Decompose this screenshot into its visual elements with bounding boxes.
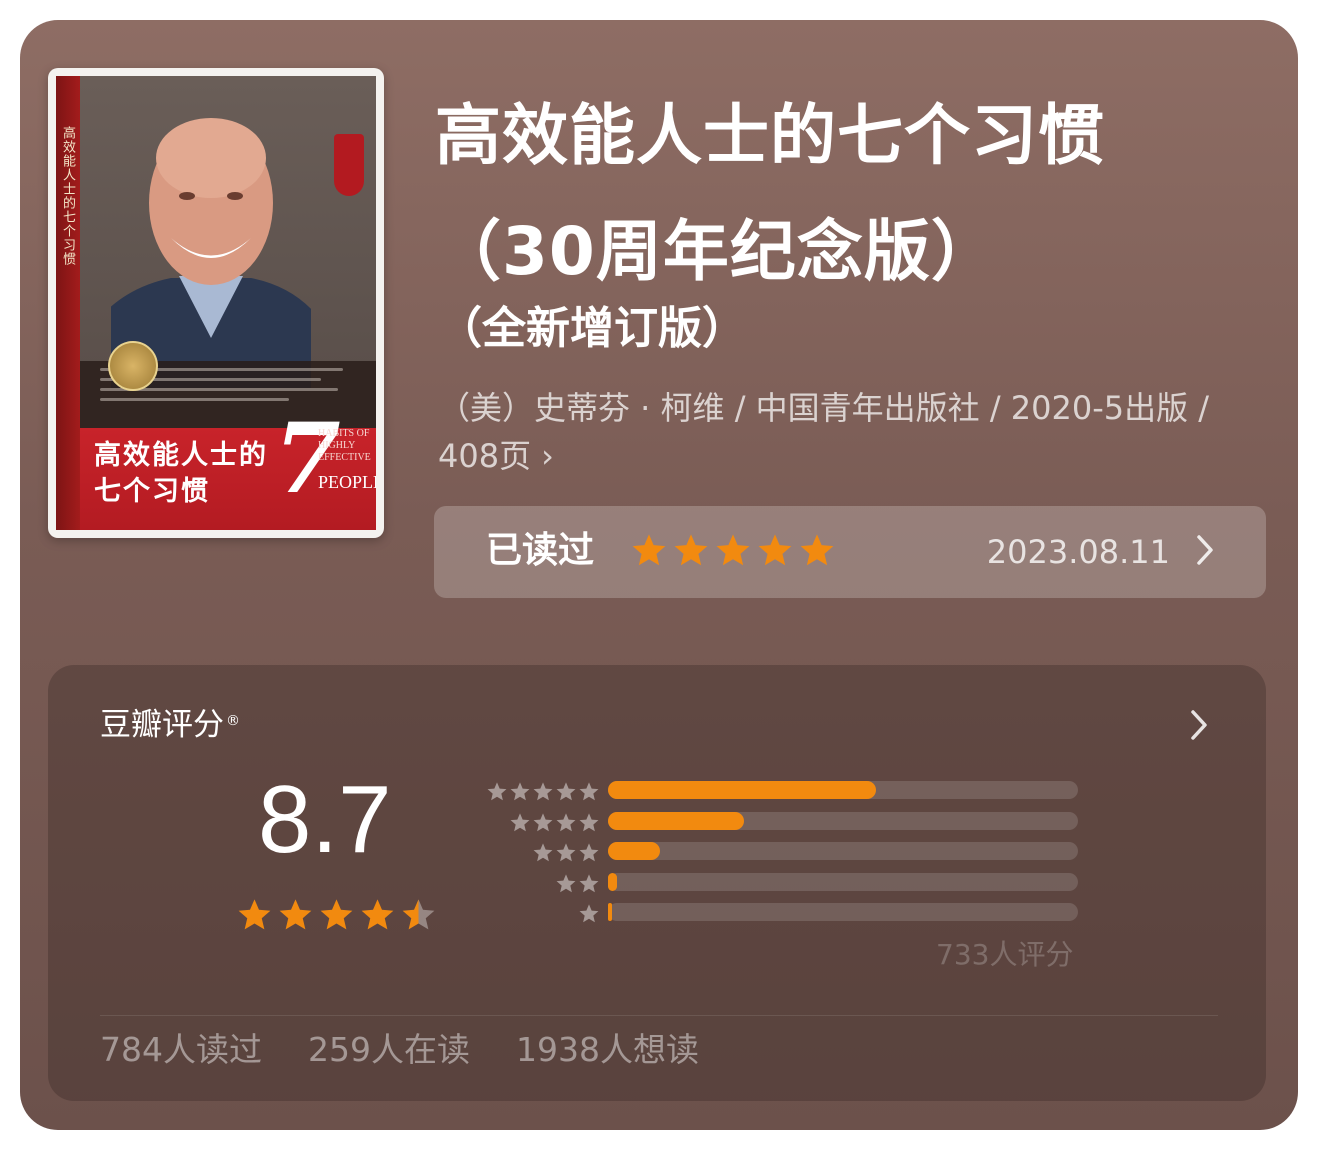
author-portrait (111, 118, 311, 388)
cover-artwork: 高效能人士的七个习惯 高效能人士的七个习惯 7 HABITS of HIGHLY… (56, 76, 376, 530)
rating-bar-fill (608, 903, 612, 921)
cover-red-ribbon (334, 134, 364, 196)
book-title-line1: 高效能人士的七个习惯 (435, 97, 1105, 174)
divider (100, 1015, 1218, 1016)
cover-number-seven: 7 (274, 402, 341, 515)
cover-blurb-lines (100, 368, 370, 408)
rating-bar-fill (608, 872, 618, 891)
star-icon (579, 904, 599, 923)
star-icon (579, 873, 599, 892)
rating-bar-track (608, 842, 1078, 860)
star-icon (238, 899, 271, 930)
book-subtitle: （全新增订版） (438, 303, 746, 354)
read-date: 2023.08.11 (986, 533, 1170, 571)
chevron-right-icon (1197, 535, 1213, 565)
star-icon (716, 534, 750, 566)
star-icon (320, 899, 353, 930)
star-icon (556, 843, 576, 862)
rating-bar-track (608, 872, 1078, 891)
rating-bar-stars (486, 781, 600, 803)
rating-bar-row (468, 901, 1088, 923)
star-icon (279, 899, 312, 930)
star-icon (533, 843, 553, 862)
rating-bar-row (468, 810, 1088, 832)
book-title-line2: （30周年纪念版） (435, 213, 998, 290)
my-rating-stars (630, 532, 836, 570)
rating-bar-fill (608, 811, 745, 830)
rating-panel-title-text: 豆瓣评分 (100, 707, 224, 743)
cover-habits-text: HABITS of HIGHLY EFFECTIVE (318, 428, 371, 463)
cover-title: 高效能人士的七个习惯 (94, 440, 268, 507)
rating-bar-stars (532, 842, 600, 864)
cover-people-text: PEOPLE (318, 472, 376, 492)
star-icon (510, 782, 530, 801)
star-icon (758, 534, 792, 566)
book-cover-image[interactable]: 高效能人士的七个习惯 高效能人士的七个习惯 7 HABITS of HIGHLY… (48, 68, 384, 538)
my-reading-status[interactable]: 已读过 2023.08.11 (434, 506, 1266, 598)
book-meta-link[interactable]: （美）史蒂芬 · 柯维 / 中国青年出版社 / 2020-5出版 / 408页 › (438, 384, 1248, 480)
star-icon (533, 812, 553, 831)
star-icon (361, 899, 394, 930)
cover-gold-seal (108, 341, 158, 391)
rating-bar-stars (578, 903, 600, 925)
stat-wish-count[interactable]: 1938人想读 (516, 1030, 699, 1069)
chevron-right-icon[interactable] (1190, 709, 1208, 741)
star-icon (556, 873, 576, 892)
star-icon (556, 782, 576, 801)
rating-score-stars (236, 897, 437, 934)
star-icon (579, 843, 599, 862)
star-icon (556, 812, 576, 831)
book-info-card: 高效能人士的七个习惯 高效能人士的七个习惯 7 HABITS of HIGHLY… (20, 20, 1298, 1130)
rating-bar-track (608, 811, 1078, 830)
reader-stats: 784人读过 259人在读 1938人想读 (100, 1025, 699, 1075)
rating-bar-stars (509, 812, 600, 834)
star-icon (674, 534, 708, 566)
rating-count: 733人评分 (936, 938, 1074, 971)
star-icon (579, 812, 599, 831)
stat-reading-count[interactable]: 259人在读 (308, 1030, 470, 1069)
rating-score: 8.7 (258, 766, 392, 873)
rating-bar-fill (608, 842, 660, 860)
read-status-label: 已读过 (486, 530, 595, 571)
rating-bar-row (468, 871, 1088, 893)
rating-bar-row (468, 779, 1088, 801)
rating-bar-track (608, 903, 1078, 921)
star-icon (579, 782, 599, 801)
book-title: 高效能人士的七个习惯 （30周年纪念版） (435, 78, 1275, 310)
chevron-right-icon: › (541, 437, 554, 475)
book-meta-text: （美）史蒂芬 · 柯维 / 中国青年出版社 / 2020-5出版 / 408页 (438, 389, 1210, 475)
rating-panel-title: 豆瓣评分 ® (100, 703, 240, 747)
registered-mark: ® (226, 713, 240, 729)
rating-bar-row (468, 840, 1088, 862)
star-icon (533, 782, 553, 801)
star-icon (510, 812, 530, 831)
star-icon (487, 782, 507, 801)
douban-rating-panel[interactable]: 豆瓣评分 ® 8.7 733人评分 784人读过 259人在读 1938人想读 (48, 665, 1266, 1101)
stat-read-count[interactable]: 784人读过 (100, 1030, 262, 1069)
rating-bar-track (608, 781, 1078, 799)
cover-spine-text: 高效能人士的七个习惯 (60, 126, 75, 266)
star-icon (800, 534, 834, 566)
star-icon (402, 899, 435, 930)
rating-bar-fill (608, 781, 876, 799)
rating-bar-stars (555, 873, 600, 895)
star-icon (632, 534, 666, 566)
